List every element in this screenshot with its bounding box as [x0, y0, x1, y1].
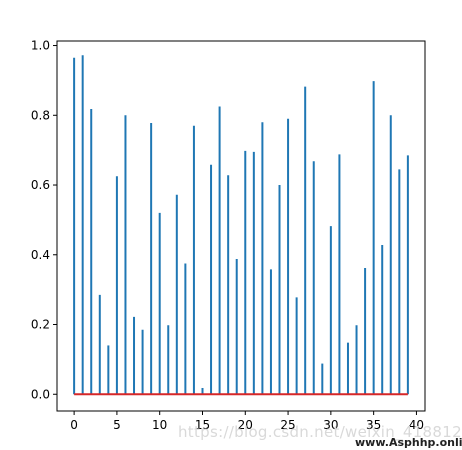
x-tick-label-30: 30: [323, 418, 338, 432]
x-tick-label-15: 15: [195, 418, 210, 432]
y-tick-label-0.6: 0.6: [31, 178, 50, 192]
x-axis: 0 5 10 15 20 25 30 35 40: [70, 411, 424, 432]
x-tick-label-10: 10: [152, 418, 167, 432]
x-tick-label-25: 25: [280, 418, 295, 432]
y-tick-label-0.4: 0.4: [31, 248, 50, 262]
y-tick-label-0.8: 0.8: [31, 108, 50, 122]
x-tick-label-40: 40: [409, 418, 424, 432]
x-tick-label-0: 0: [70, 418, 78, 432]
x-tick-label-20: 20: [238, 418, 253, 432]
y-axis: 0.0 0.2 0.4 0.6 0.8 1.0: [31, 39, 57, 401]
y-tick-label-1: 1.0: [31, 39, 50, 53]
y-tick-label-0.2: 0.2: [31, 318, 50, 332]
x-tick-label-35: 35: [366, 418, 381, 432]
watermark-site: www.Asphhp.online: [355, 436, 462, 449]
stem-lines: [73, 55, 409, 395]
x-tick-label-5: 5: [113, 418, 121, 432]
plot-frame: [56, 40, 426, 412]
y-tick-label-0: 0.0: [31, 387, 50, 401]
watermark-faint: https://blog.csdn.net/weixin_41881244: [178, 423, 462, 441]
